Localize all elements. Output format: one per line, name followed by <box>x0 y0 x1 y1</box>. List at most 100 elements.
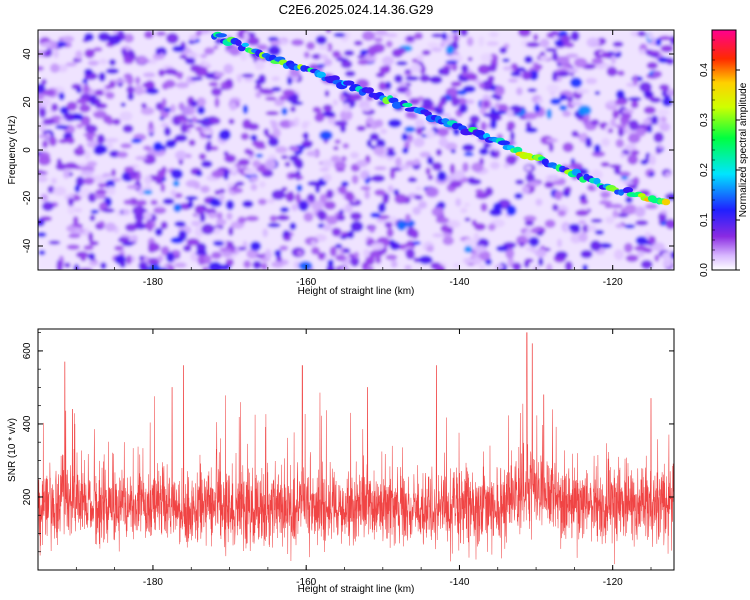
heatmap-cell <box>96 133 105 145</box>
heatmap-cell <box>190 100 198 108</box>
heatmap-cell <box>233 187 244 194</box>
heatmap-cell <box>301 121 309 130</box>
heatmap-cell <box>319 130 333 141</box>
heatmap-cell <box>122 208 131 216</box>
spectrogram-y-tick-label: -40 <box>22 238 33 253</box>
heatmap-cell <box>562 110 572 117</box>
heatmap-cell <box>47 185 55 194</box>
heatmap-cell <box>582 224 590 233</box>
heatmap-cell <box>487 75 495 83</box>
heatmap-cell <box>565 53 579 59</box>
heatmap-cell <box>355 159 369 168</box>
heatmap-cell <box>545 263 553 270</box>
heatmap-cell <box>634 245 648 252</box>
heatmap-cell <box>570 100 583 107</box>
heatmap-cell <box>539 55 551 61</box>
heatmap-cell <box>318 54 329 60</box>
heatmap-cell <box>264 248 272 260</box>
heatmap-cell <box>414 194 423 201</box>
heatmap-cell <box>323 58 333 67</box>
heatmap-cell <box>386 227 394 238</box>
heatmap-cell <box>515 235 529 246</box>
heatmap-cell <box>325 30 332 34</box>
heatmap-cell <box>185 123 195 129</box>
heatmap-cell <box>544 181 555 189</box>
heatmap-cell <box>293 260 301 270</box>
heatmap-cell <box>453 263 460 268</box>
heatmap-cell <box>148 121 154 129</box>
heatmap-cell <box>549 97 562 106</box>
heatmap-cell <box>317 45 330 50</box>
heatmap-cell <box>666 89 674 97</box>
heatmap-cell <box>345 191 355 202</box>
heatmap-cell <box>612 41 624 48</box>
heatmap-cell <box>521 185 530 195</box>
heatmap-cell <box>471 219 478 227</box>
heatmap-cell <box>528 180 541 187</box>
heatmap-cell <box>471 257 483 265</box>
heatmap-cell <box>648 156 656 166</box>
heatmap-cell <box>254 59 265 71</box>
spectrogram-x-label: Height of straight line (km) <box>298 286 415 297</box>
heatmap-cell <box>83 68 94 76</box>
heatmap-cell <box>237 158 250 167</box>
heatmap-cell <box>571 130 579 138</box>
heatmap-cell <box>334 120 348 127</box>
heatmap-cell <box>363 248 371 258</box>
heatmap-cell <box>94 89 105 97</box>
trace-cell <box>661 198 671 206</box>
heatmap-cell <box>653 132 664 143</box>
heatmap-cell <box>105 68 119 75</box>
heatmap-cell <box>66 137 75 145</box>
heatmap-cell <box>426 156 434 165</box>
heatmap-cell <box>193 181 201 190</box>
heatmap-cell <box>160 221 168 230</box>
heatmap-cell <box>87 252 96 261</box>
heatmap-cell <box>431 33 445 38</box>
heatmap-cell <box>575 209 589 217</box>
heatmap-cell <box>393 74 403 83</box>
heatmap-cell <box>281 107 288 116</box>
heatmap-cell <box>326 42 333 52</box>
heatmap-cell <box>529 70 539 81</box>
heatmap-cell <box>431 207 445 217</box>
heatmap-cell <box>38 107 47 118</box>
heatmap-cell <box>194 204 206 215</box>
heatmap-cell <box>311 53 322 60</box>
heatmap-cell <box>147 222 154 232</box>
heatmap-cell <box>478 82 485 89</box>
heatmap-cell <box>615 138 625 148</box>
heatmap-cell <box>250 183 258 191</box>
heatmap-cell <box>635 219 649 226</box>
heatmap-cell <box>408 113 418 120</box>
heatmap-cell <box>327 116 337 125</box>
heatmap-cell <box>518 30 531 37</box>
heatmap-cell <box>207 212 218 219</box>
heatmap-cell <box>466 36 474 47</box>
heatmap-cell <box>215 218 227 226</box>
heatmap-cell <box>335 167 346 173</box>
heatmap-cell <box>451 30 460 34</box>
heatmap-cell <box>628 96 642 102</box>
heatmap-cell <box>94 98 102 109</box>
heatmap-cell <box>492 110 507 115</box>
heatmap-cell <box>427 41 439 49</box>
heatmap-cell <box>499 46 508 54</box>
heatmap-cell <box>427 174 434 181</box>
heatmap-cell <box>92 174 107 184</box>
chart-title: C2E6.2025.024.14.36.G29 <box>279 2 434 17</box>
heatmap-cell <box>524 55 533 64</box>
heatmap-cell <box>135 76 141 85</box>
heatmap-cell <box>350 221 364 232</box>
heatmap-cell <box>162 65 174 70</box>
heatmap-cell <box>161 97 167 108</box>
heatmap-cell <box>463 238 475 246</box>
heatmap-cell <box>134 200 147 207</box>
heatmap-cell <box>645 203 658 210</box>
heatmap-cell <box>244 76 254 83</box>
heatmap-cell <box>40 97 52 107</box>
heatmap-cell <box>450 149 456 154</box>
heatmap-cell <box>271 261 284 268</box>
heatmap-cell <box>483 142 492 149</box>
spectrogram-x-axis: -180 -160 -140 -120 <box>37 30 652 288</box>
